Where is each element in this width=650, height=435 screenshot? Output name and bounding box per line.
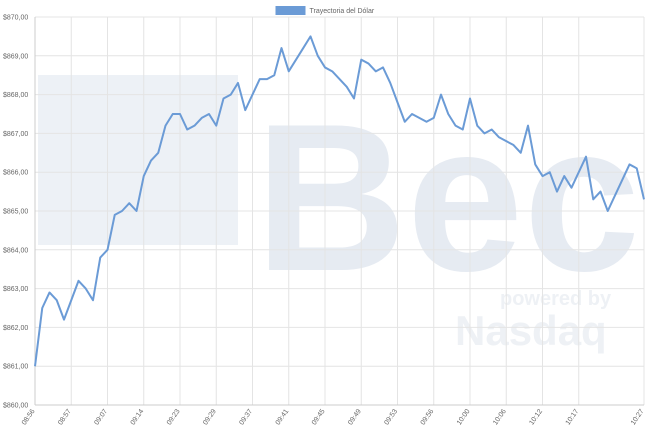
watermark-brand: Bec: [255, 80, 640, 315]
x-tick-label: 09:53: [383, 408, 399, 426]
y-tick-label: $866,00: [3, 170, 28, 177]
y-tick-label: $869,00: [3, 53, 28, 60]
x-tick-label: 09:07: [93, 408, 109, 426]
x-tick-label: 09:37: [238, 408, 254, 426]
y-tick-label: $867,00: [3, 131, 28, 138]
legend-swatch: [275, 6, 306, 15]
y-tick-label: $863,00: [3, 286, 28, 293]
x-tick-label: 10:27: [630, 408, 646, 426]
x-tick-label: 10:12: [528, 408, 544, 426]
y-tick-label: $870,00: [3, 15, 28, 22]
watermark-logo: [38, 75, 238, 245]
line-series: [34, 35, 645, 367]
legend-label: Trayectoria del Dólar: [310, 8, 375, 15]
y-tick-label: $860,00: [3, 403, 28, 410]
x-tick-label: 09:29: [202, 408, 218, 426]
x-tick-label: 09:41: [275, 408, 291, 426]
x-tick-label: 10:06: [492, 408, 508, 426]
x-tick-label: 10:17: [565, 408, 581, 426]
x-tick-label: 09:56: [420, 408, 436, 426]
x-tick-label: 09:14: [130, 408, 146, 426]
x-tick-label: 10:00: [456, 408, 472, 426]
x-tick-label: 09:23: [166, 408, 182, 426]
y-tick-label: $865,00: [3, 209, 28, 216]
watermark-tagline: powered by: [500, 288, 612, 310]
x-tick-label: 08:56: [21, 408, 37, 426]
x-tick-label: 09:45: [311, 408, 327, 426]
y-tick-label: $861,00: [3, 364, 28, 371]
watermark-partner: Nasdaq: [455, 307, 607, 354]
x-tick-label: 08:57: [57, 408, 73, 426]
y-tick-label: $864,00: [3, 247, 28, 254]
y-tick-label: $862,00: [3, 325, 28, 332]
y-tick-label: $868,00: [3, 92, 28, 99]
watermark: Bec powered by Nasdaq: [38, 75, 640, 354]
x-tick-label: 09:49: [347, 408, 363, 426]
